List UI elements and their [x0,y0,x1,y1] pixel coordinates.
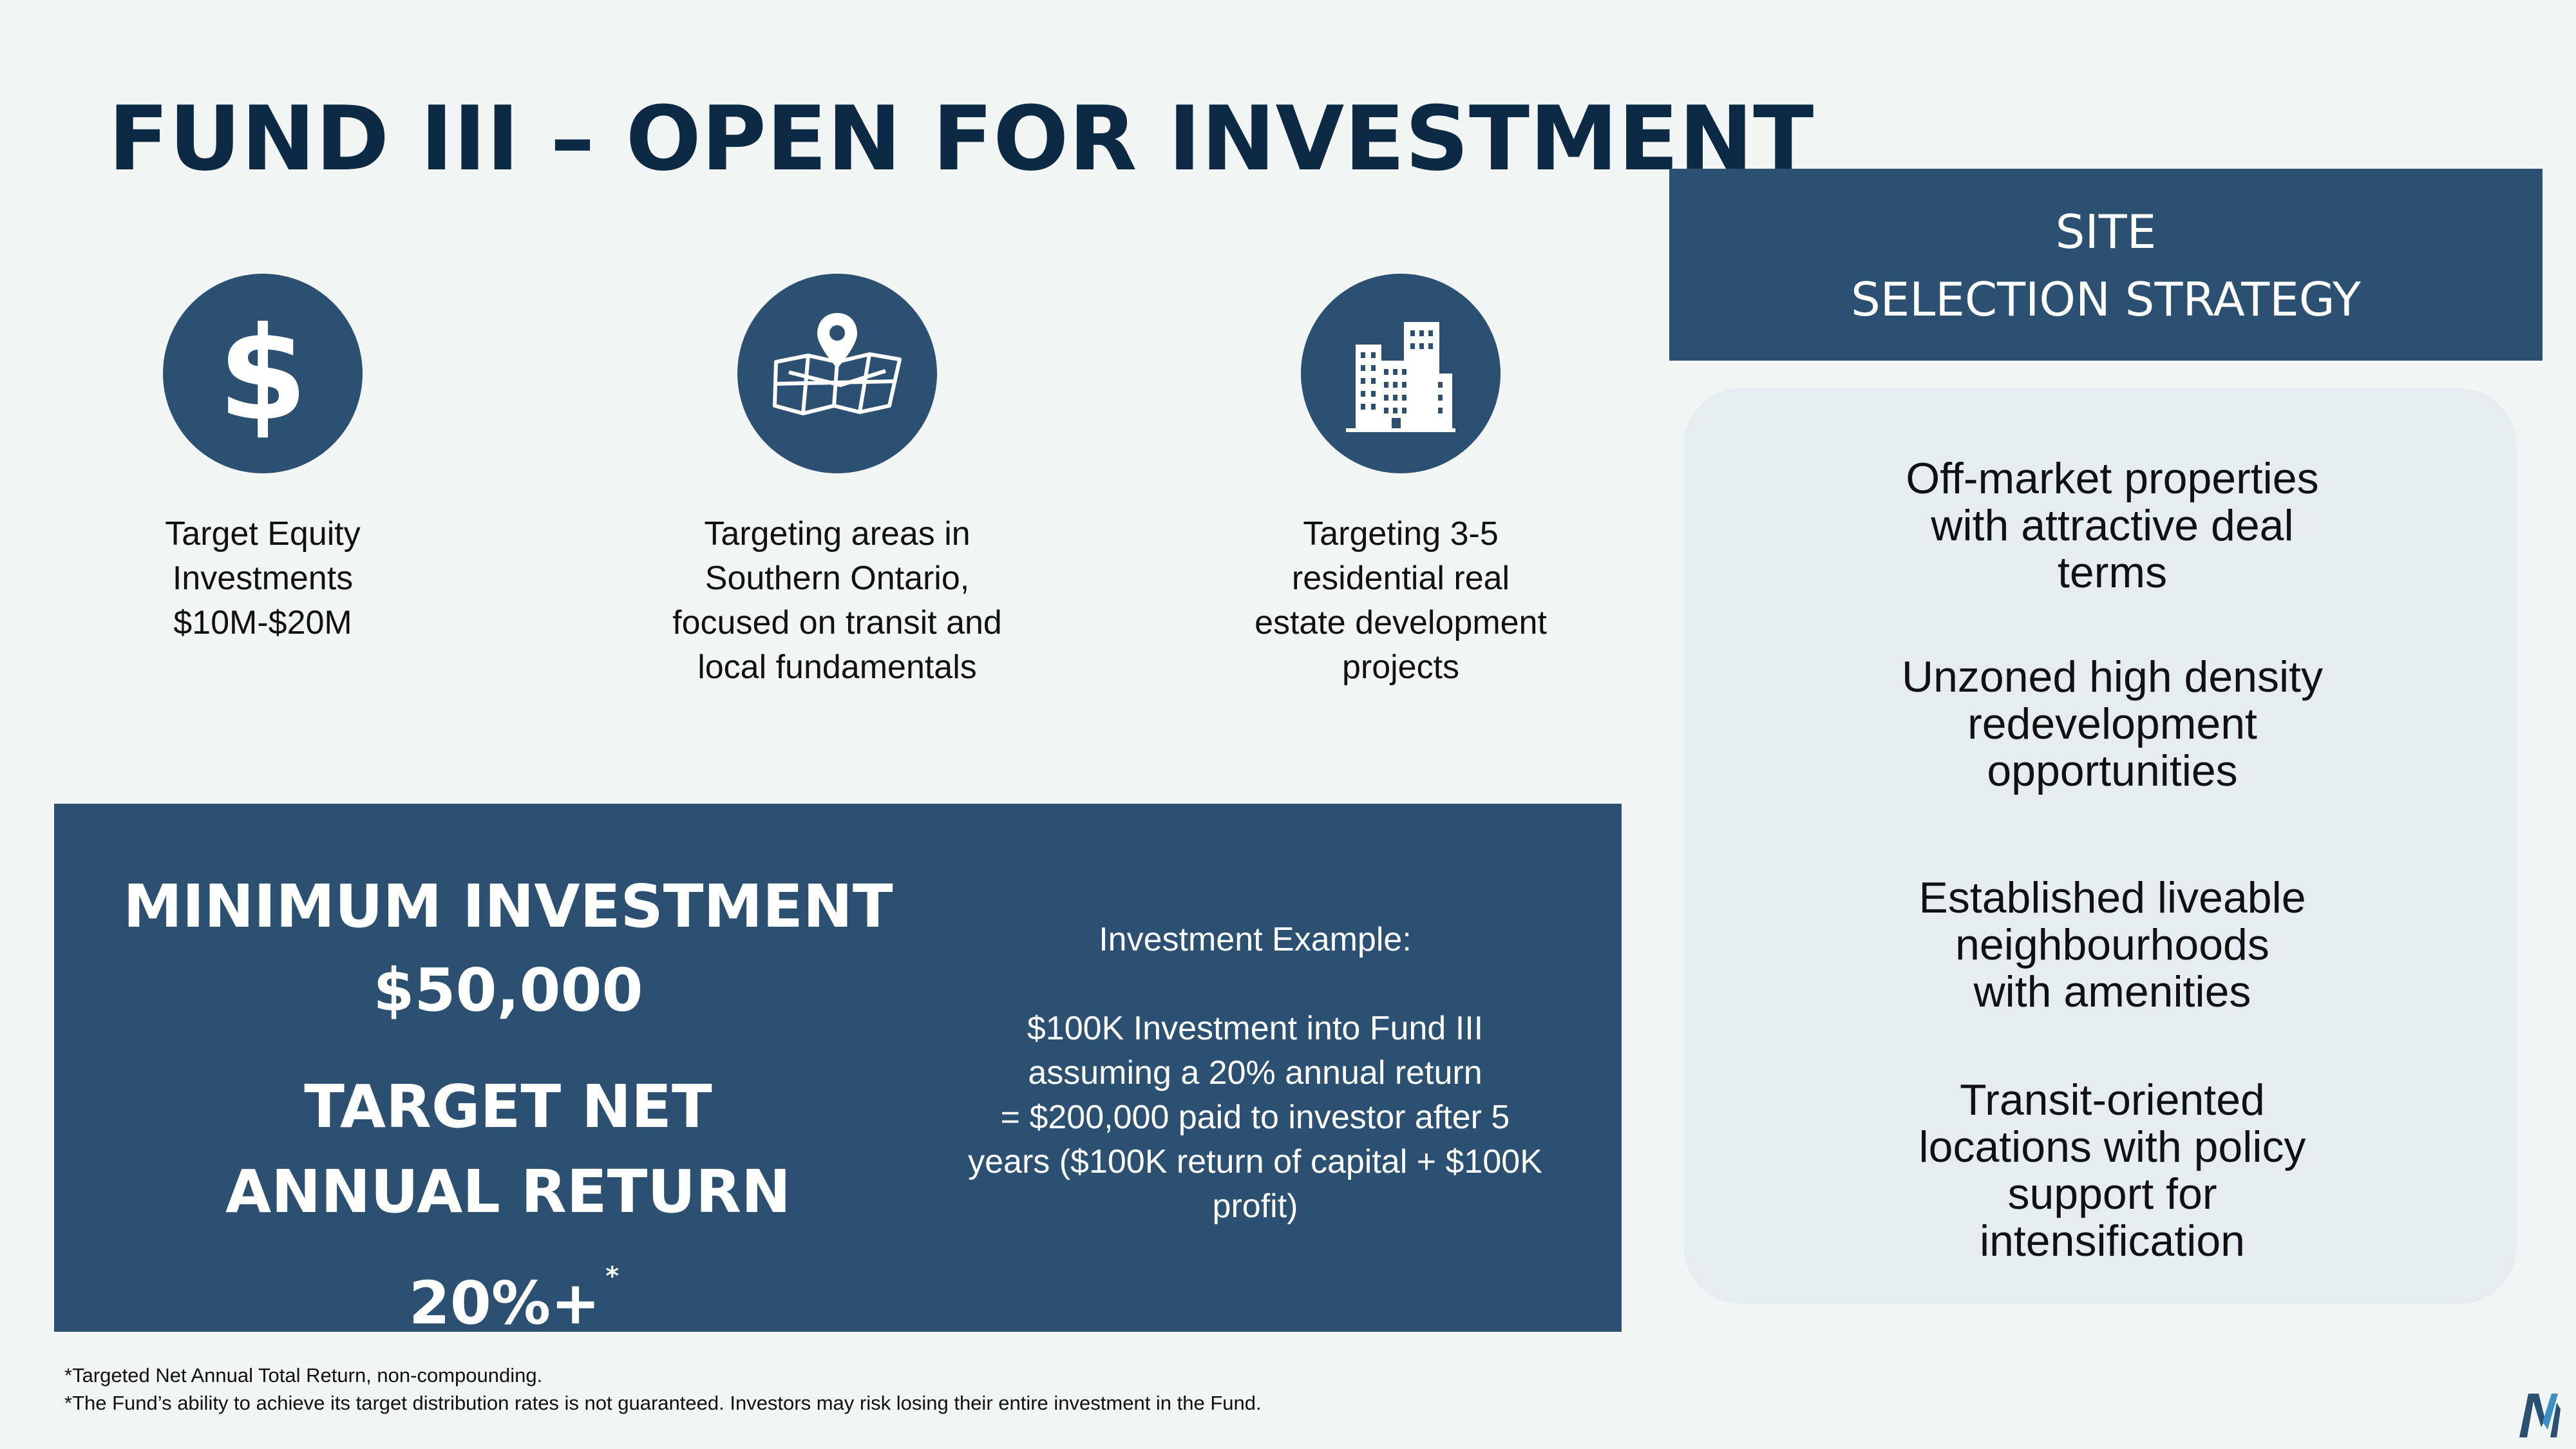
company-logo [2517,1390,2562,1439]
caption-line: Target Equity [165,515,361,553]
caption-line: Targeting 3-5 [1303,515,1499,553]
example-line: assuming a 20% annual return [1028,1054,1482,1092]
minimum-investment-value: $50,000 [373,956,643,1025]
strategy-line: terms [2058,548,2167,597]
strategy-line: Off-market properties [1906,454,2319,503]
strategy-line: Unzoned high density [1901,652,2323,701]
example-line: $100K Investment into Fund III [1027,1010,1484,1047]
strategy-line: opportunities [1987,746,2238,795]
caption-line: focused on transit and [672,604,1002,641]
example-line: profit) [1212,1188,1298,1225]
example-line: years ($100K return of capital + $100K [968,1143,1542,1180]
feature-equity: $ Target Equity Investments $10M-$20M [134,274,392,645]
footnote: *Targeted Net Annual Total Return, non-c… [64,1364,543,1387]
page-title: FUND III – OPEN FOR INVESTMENT [108,87,1814,191]
strategy-item: Established liveable neighbourhoods with… [1777,875,2447,1016]
strategy-item: Off-market properties with attractive de… [1777,455,2447,596]
target-return-number: 20%+ [408,1269,601,1338]
investment-panel: MINIMUM INVESTMENT $50,000 TARGET NET AN… [54,804,1622,1338]
minimum-investment-label: MINIMUM INVESTMENT [123,872,893,941]
target-return-label: TARGET NET ANNUAL RETURN [225,1072,791,1226]
feature-areas: Targeting areas in Southern Ontario, foc… [644,274,1030,690]
buildings-icon [1301,274,1501,473]
feature-caption: Target Equity Investments $10M-$20M [134,512,392,645]
example-heading: Investment Example: [1099,921,1412,958]
caption-line: estate development [1255,604,1547,641]
site-selection-panel [1683,388,2517,1304]
strategy-line: neighbourhoods [1955,920,2269,969]
footnotes: *Targeted Net Annual Total Return, non-c… [64,1361,1262,1417]
target-return-value: 20%+ * [106,1235,911,1345]
caption-line: projects [1341,649,1460,686]
footnote-marker: * [605,1262,620,1291]
investment-summary: MINIMUM INVESTMENT $50,000 TARGET NET AN… [106,865,911,1345]
strategy-item: Unzoned high density redevelopment oppor… [1777,654,2447,795]
site-heading-line: SELECTION STRATEGY [1851,272,2361,327]
strategy-line: redevelopment [1967,699,2257,748]
caption-line: Southern Ontario, [705,560,970,597]
strategy-line: support for [2007,1170,2217,1218]
feature-caption: Targeting 3-5 residential real estate de… [1211,512,1591,690]
example-line: = $200,000 paid to investor after 5 [1000,1099,1510,1136]
strategy-line: Established liveable [1918,873,2306,922]
strategy-line: Transit-oriented [1960,1075,2265,1124]
site-selection-header: SITE SELECTION STRATEGY [1669,169,2543,361]
strategy-line: locations with policy [1918,1122,2306,1171]
strategy-line: intensification [1979,1217,2246,1265]
strategy-item: Transit-oriented locations with policy s… [1777,1077,2447,1265]
caption-line: local fundamentals [697,649,977,686]
strategy-line: with attractive deal [1931,501,2294,550]
strategy-line: with amenities [1973,967,2251,1016]
map-pin-icon [737,274,937,473]
caption-line: residential real [1291,560,1510,597]
caption-line: $10M-$20M [173,604,352,641]
feature-projects: Targeting 3-5 residential real estate de… [1211,274,1591,690]
caption-line: Targeting areas in [704,515,971,553]
investment-example: Investment Example: $100K Investment int… [956,918,1555,1229]
caption-line: Investments [172,560,354,597]
dollar-icon: $ [163,274,363,473]
site-heading-line: SITE [2055,205,2157,259]
footnote: *The Fund’s ability to achieve its targe… [64,1392,1262,1414]
feature-caption: Targeting areas in Southern Ontario, foc… [644,512,1030,690]
